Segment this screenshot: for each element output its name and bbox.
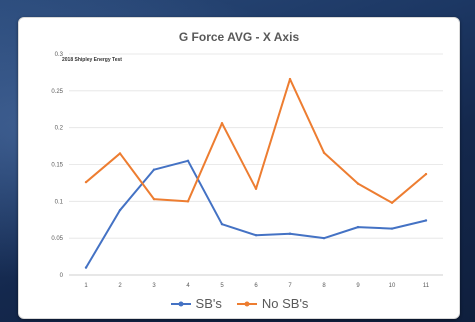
data-point-sbs [254,234,258,237]
chart-title: G Force AVG - X Axis [178,30,300,44]
data-point-sbs [152,168,156,171]
data-point-sbs [390,227,394,230]
y-tick-label: 0.15 [51,163,63,169]
legend-item-no-sbs: No SB's [236,296,309,311]
x-tick-label: 10 [389,283,396,289]
x-tick-label: 3 [152,283,156,289]
data-point-no-sbs [254,187,258,191]
y-tick-label: 0.1 [55,199,64,205]
data-point-no-sbs [84,180,88,184]
legend-swatch-no-sbs [236,301,257,306]
chart-subtitle: 2018 Shipley Energy Test [62,57,122,63]
data-point-no-sbs [424,172,428,176]
x-tick-label: 2 [118,283,122,289]
data-point-no-sbs [288,77,292,81]
legend-label-no-sbs: No SB's [261,296,309,311]
data-point-sbs [322,236,326,240]
x-tick-label: 9 [356,283,360,289]
plot-area: 0 0.05 0.1 0.15 0.2 0.25 0.3 1 2 3 4 5 6 7 8 9 10 11 [51,52,443,289]
data-point-sbs [288,232,292,235]
y-tick-label: 0.25 [51,89,63,95]
x-tick-label: 5 [220,283,224,289]
x-tick-label: 4 [186,283,190,289]
legend-label-sbs: SB's [195,296,222,311]
data-point-no-sbs [220,122,224,125]
x-tick-label: 8 [322,283,326,289]
y-tick-label: 0.3 [55,52,64,58]
data-point-sbs [84,266,88,269]
data-point-sbs [356,225,360,229]
legend: SB's No SB's [19,296,459,311]
data-point-no-sbs [322,151,326,154]
legend-item-sbs: SB's [170,296,222,311]
data-point-sbs [220,222,224,226]
x-tick-label: 11 [423,283,430,289]
data-point-sbs [424,219,428,222]
chart-card: G Force AVG - X Axis 2018 Shipley Energy… [18,17,460,319]
x-tick-label: 7 [288,283,292,289]
x-tick-label: 6 [254,283,258,289]
legend-swatch-sbs [170,301,191,306]
data-point-no-sbs [152,197,156,201]
x-tick-label: 1 [84,283,88,289]
data-point-no-sbs [356,182,360,185]
data-point-sbs [186,159,190,163]
data-point-no-sbs [118,152,122,155]
y-tick-label: 0 [60,273,64,279]
data-point-no-sbs [186,200,190,203]
series-line-no-sbs [85,78,427,204]
y-tick-label: 0.05 [51,236,63,242]
data-point-sbs [118,208,122,212]
y-tick-label: 0.2 [55,126,64,132]
data-point-no-sbs [390,201,394,205]
